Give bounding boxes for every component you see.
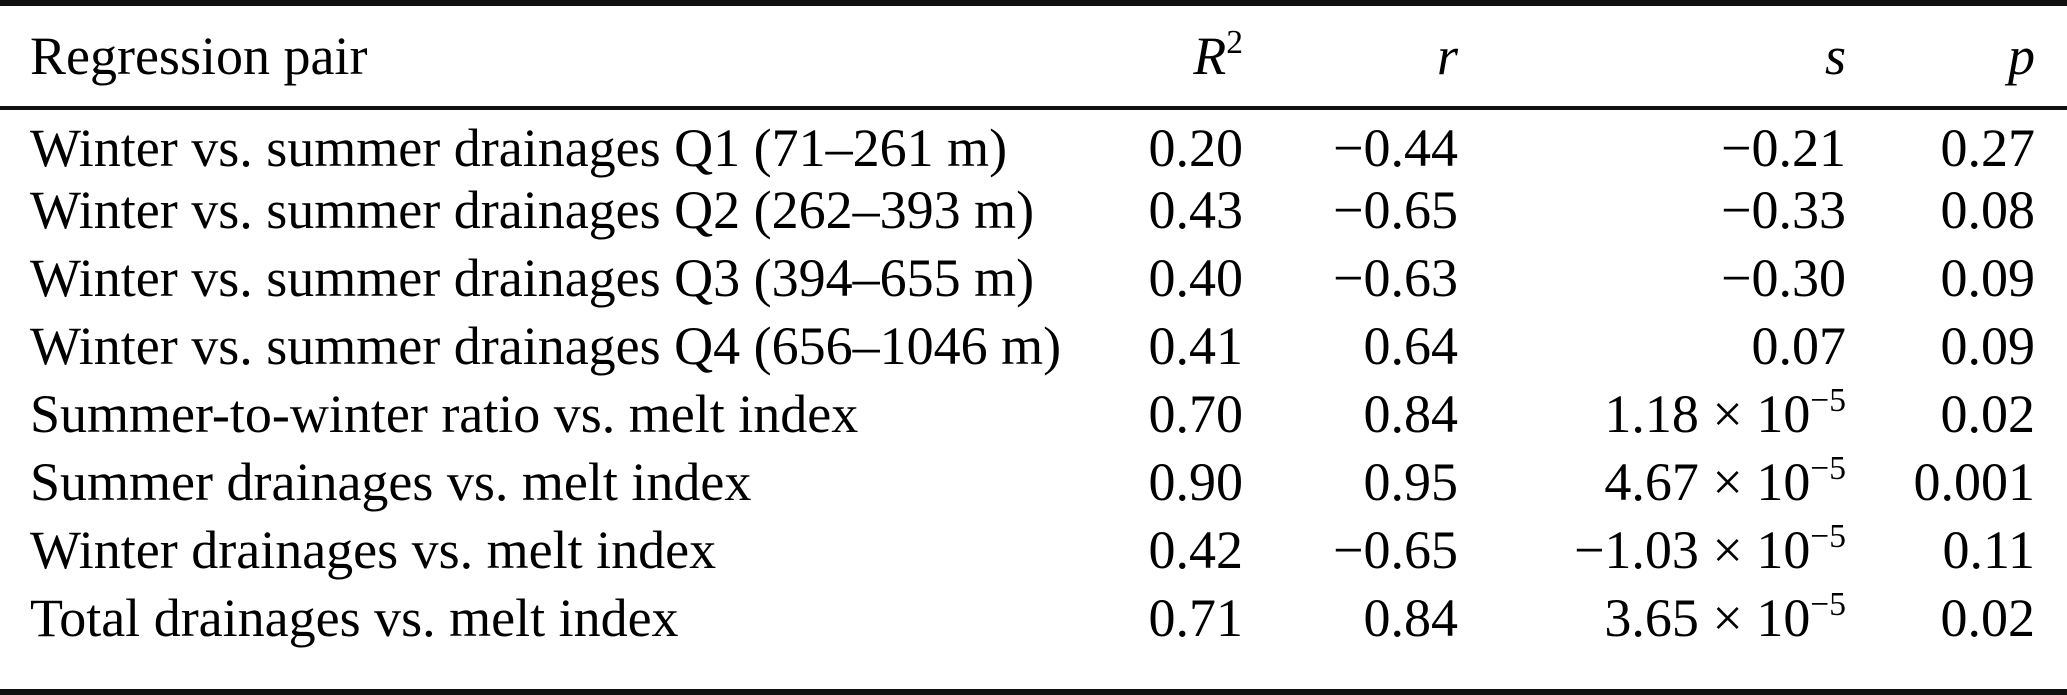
s-value: −0.21 (1721, 118, 1846, 178)
cell-regression-pair: Winter vs. summer drainages Q4 (656–1046… (30, 316, 1062, 376)
table-row: Winter vs. summer drainages Q4 (656–1046… (0, 312, 2067, 380)
cell-p: 0.02 (1940, 384, 2036, 444)
cell-regression-pair: Summer drainages vs. melt index (30, 452, 752, 512)
s-exponent: −5 (1810, 518, 1846, 556)
cell-p: 0.08 (1940, 180, 2036, 240)
cell-regression-pair: Winter drainages vs. melt index (30, 520, 717, 580)
cell-s: 4.67 × 10−5 (1458, 448, 1846, 516)
cell-r: −0.44 (1333, 118, 1458, 178)
cell-r-squared: 0.71 (1148, 588, 1244, 648)
r-squared-symbol: R (1193, 26, 1227, 86)
cell-s: 0.07 (1458, 312, 1847, 380)
cell-p: 0.11 (1942, 520, 2036, 580)
cell-regression-pair: Winter vs. summer drainages Q3 (394–655 … (30, 248, 1035, 308)
cell-s: 3.65 × 10−5 (1458, 584, 1846, 652)
table-row: Summer drainages vs. melt index 0.90 0.9… (0, 448, 2067, 516)
cell-p: 0.09 (1940, 248, 2036, 308)
cell-p: 0.27 (1940, 118, 2036, 178)
cell-regression-pair: Summer-to-winter ratio vs. melt index (30, 384, 859, 444)
cell-s: −0.33 (1458, 176, 1846, 244)
table-row: Total drainages vs. melt index 0.71 0.84… (0, 584, 2067, 652)
col-header-regression-pair: Regression pair (0, 6, 1085, 110)
statistics-table: Regression pair R2 r s p Winter vs. summ… (0, 6, 2067, 652)
cell-p: 0.001 (1913, 452, 2036, 512)
table-row: Summer-to-winter ratio vs. melt index 0.… (0, 380, 2067, 448)
cell-r-squared: 0.42 (1148, 520, 1244, 580)
col-header-p: p (1846, 6, 2067, 110)
s-exponent: −5 (1810, 586, 1846, 624)
r-squared-exponent: 2 (1226, 24, 1243, 62)
s-value: −0.30 (1721, 248, 1846, 308)
cell-r: −0.65 (1333, 520, 1458, 580)
cell-r-squared: 0.70 (1148, 384, 1244, 444)
cell-r: −0.65 (1333, 180, 1458, 240)
cell-r-squared: 0.43 (1148, 180, 1244, 240)
s-exponent: −5 (1810, 382, 1846, 420)
cell-r-squared: 0.40 (1148, 248, 1244, 308)
cell-r: 0.84 (1363, 588, 1459, 648)
s-value: 0.07 (1751, 316, 1847, 376)
cell-p: 0.09 (1940, 316, 2036, 376)
table-row: Winter vs. summer drainages Q2 (262–393 … (0, 176, 2067, 244)
cell-s: −0.21 (1458, 108, 1846, 176)
table-row: Winter vs. summer drainages Q1 (71–261 m… (0, 108, 2067, 176)
s-exponent: −5 (1810, 450, 1846, 488)
cell-regression-pair: Total drainages vs. melt index (30, 588, 679, 648)
s-value: 3.65 × 10 (1604, 588, 1811, 648)
cell-p: 0.02 (1940, 588, 2036, 648)
cell-regression-pair: Winter vs. summer drainages Q2 (262–393 … (30, 180, 1035, 240)
cell-r-squared: 0.20 (1148, 118, 1244, 178)
cell-r: 0.84 (1363, 384, 1459, 444)
cell-r-squared: 0.90 (1148, 452, 1244, 512)
s-value: −0.33 (1721, 180, 1846, 240)
cell-s: −0.30 (1458, 244, 1846, 312)
cell-r: 0.64 (1363, 316, 1459, 376)
table-row: Winter vs. summer drainages Q3 (394–655 … (0, 244, 2067, 312)
col-header-r-squared: R2 (1085, 6, 1243, 110)
s-value: 1.18 × 10 (1604, 384, 1811, 444)
table-body: Winter vs. summer drainages Q1 (71–261 m… (0, 108, 2067, 652)
s-value: −1.03 × 10 (1573, 520, 1811, 580)
cell-r-squared: 0.41 (1148, 316, 1244, 376)
cell-r: −0.63 (1333, 248, 1458, 308)
col-header-r: r (1243, 6, 1458, 110)
cell-regression-pair: Winter vs. summer drainages Q1 (71–261 m… (30, 118, 1008, 178)
s-value: 4.67 × 10 (1604, 452, 1811, 512)
cell-s: −1.03 × 10−5 (1458, 516, 1846, 584)
cell-r: 0.95 (1363, 452, 1459, 512)
header-row: Regression pair R2 r s p (0, 6, 2067, 110)
cell-s: 1.18 × 10−5 (1458, 380, 1846, 448)
col-header-s: s (1458, 6, 1846, 110)
table-header: Regression pair R2 r s p (0, 6, 2067, 110)
table-row: Winter drainages vs. melt index 0.42 −0.… (0, 516, 2067, 584)
